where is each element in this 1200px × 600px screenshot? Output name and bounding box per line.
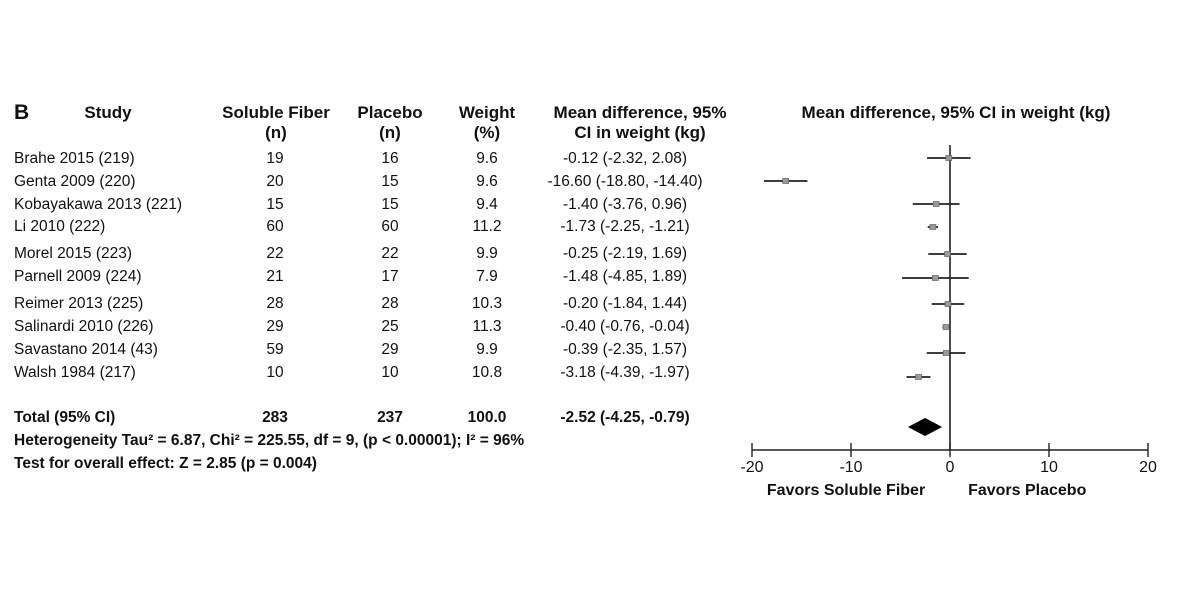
heterogeneity-note: Heterogeneity Tau² = 6.87, Chi² = 225.55… bbox=[14, 432, 525, 449]
axis-tick-label: 20 bbox=[1139, 459, 1157, 476]
total-placebo-n: 237 bbox=[377, 409, 403, 426]
axis-tick-label: -20 bbox=[740, 459, 763, 476]
fiber-n: 60 bbox=[266, 218, 284, 235]
study-name: Salinardi 2010 (226) bbox=[14, 318, 154, 335]
favors-placebo-label: Favors Placebo bbox=[968, 482, 1087, 499]
point-estimate bbox=[929, 224, 937, 230]
forest-plot: Mean difference, 95% CI in weight (kg) -… bbox=[740, 103, 1157, 499]
study-name: Walsh 1984 (217) bbox=[14, 364, 136, 381]
weight-pct: 9.9 bbox=[476, 341, 498, 358]
fiber-n: 29 bbox=[266, 318, 284, 335]
ci-text: -0.12 (-2.32, 2.08) bbox=[562, 150, 688, 167]
placebo-n: 25 bbox=[381, 318, 399, 335]
fiber-n: 10 bbox=[266, 364, 284, 381]
placebo-n: 10 bbox=[381, 364, 399, 381]
ci-text: -0.20 (-1.84, 1.44) bbox=[562, 295, 688, 312]
point-estimate bbox=[944, 301, 952, 307]
fiber-n: 59 bbox=[266, 341, 284, 358]
placebo-n: 16 bbox=[381, 150, 399, 167]
axis-tick-label: -10 bbox=[839, 459, 862, 476]
header-fiber: Soluble Fiber (n) bbox=[214, 103, 338, 143]
placebo-n: 17 bbox=[381, 268, 399, 285]
pooled-diamond bbox=[907, 418, 943, 436]
axis-tick-label: 0 bbox=[946, 459, 955, 476]
weight-pct: 10.3 bbox=[471, 295, 503, 312]
header-md-line1: Mean difference, 95% bbox=[553, 103, 727, 122]
study-name: Savastano 2014 (43) bbox=[14, 341, 158, 358]
point-estimate bbox=[932, 275, 939, 281]
header-md-line2: CI in weight (kg) bbox=[574, 123, 706, 142]
fiber-n: 15 bbox=[266, 196, 284, 213]
weight-pct: 9.6 bbox=[476, 173, 498, 190]
total-fiber-n: 283 bbox=[262, 409, 288, 426]
weight-pct: 9.6 bbox=[476, 150, 498, 167]
header-weight-line2: (%) bbox=[473, 123, 501, 142]
ci-text: -1.48 (-4.85, 1.89) bbox=[562, 268, 688, 285]
total-weight: 100.0 bbox=[467, 409, 507, 426]
study-name: Kobayakawa 2013 (221) bbox=[14, 196, 183, 213]
header-placebo-line1: Placebo bbox=[357, 103, 423, 122]
ci-text: -3.18 (-4.39, -1.97) bbox=[560, 364, 690, 381]
point-estimate bbox=[915, 374, 922, 380]
overall-effect-note: Test for overall effect: Z = 2.85 (p = 0… bbox=[14, 455, 317, 472]
axis-tick-label: 10 bbox=[1040, 459, 1058, 476]
fiber-n: 28 bbox=[266, 295, 284, 312]
study-name: Reimer 2013 (225) bbox=[14, 295, 144, 312]
total-label: Total (95% CI) bbox=[14, 409, 116, 426]
weight-pct: 11.3 bbox=[472, 318, 502, 335]
ci-text: -0.25 (-2.19, 1.69) bbox=[562, 245, 688, 262]
ci-text: -0.39 (-2.35, 1.57) bbox=[562, 341, 688, 358]
forest-title: Mean difference, 95% CI in weight (kg) bbox=[802, 103, 1111, 122]
study-name: Brahe 2015 (219) bbox=[14, 150, 135, 167]
header-weight: Weight (%) bbox=[447, 103, 527, 143]
fiber-n: 19 bbox=[266, 150, 284, 167]
study-name: Morel 2015 (223) bbox=[14, 245, 133, 262]
header-fiber-line2: (n) bbox=[265, 123, 287, 142]
study-name: Genta 2009 (220) bbox=[14, 173, 136, 190]
study-name: Li 2010 (222) bbox=[14, 218, 106, 235]
fiber-n: 20 bbox=[266, 173, 284, 190]
weight-pct: 9.9 bbox=[476, 245, 498, 262]
placebo-n: 60 bbox=[381, 218, 399, 235]
panel-label: B bbox=[14, 101, 30, 124]
fiber-n: 21 bbox=[266, 268, 284, 285]
header-mean-difference: Mean difference, 95% CI in weight (kg) bbox=[545, 103, 735, 143]
study-name: Parnell 2009 (224) bbox=[14, 268, 142, 285]
weight-pct: 9.4 bbox=[476, 196, 498, 213]
ci-text: -0.40 (-0.76, -0.04) bbox=[560, 318, 690, 335]
header-fiber-line1: Soluble Fiber bbox=[222, 103, 330, 122]
placebo-n: 15 bbox=[381, 173, 399, 190]
ci-text: -1.73 (-2.25, -1.21) bbox=[560, 218, 690, 235]
header-weight-line1: Weight bbox=[458, 103, 516, 122]
header-placebo: Placebo (n) bbox=[345, 103, 435, 143]
point-estimate bbox=[782, 178, 789, 184]
ci-text: -1.40 (-3.76, 0.96) bbox=[562, 196, 688, 213]
point-estimate bbox=[942, 350, 950, 356]
placebo-n: 28 bbox=[381, 295, 399, 312]
weight-pct: 11.2 bbox=[472, 218, 502, 235]
fiber-n: 22 bbox=[266, 245, 284, 262]
placebo-n: 15 bbox=[381, 196, 399, 213]
header-placebo-line2: (n) bbox=[379, 123, 401, 142]
favors-fiber-label: Favors Soluble Fiber bbox=[767, 482, 925, 499]
weight-pct: 10.8 bbox=[471, 364, 503, 381]
header-study: Study bbox=[84, 103, 132, 122]
weight-pct: 7.9 bbox=[476, 268, 498, 285]
point-estimate bbox=[945, 155, 953, 161]
point-estimate bbox=[942, 324, 950, 330]
placebo-n: 29 bbox=[381, 341, 399, 358]
point-estimate bbox=[932, 201, 940, 207]
placebo-n: 22 bbox=[381, 245, 399, 262]
total-ci-text: -2.52 (-4.25, -0.79) bbox=[560, 409, 690, 426]
ci-text: -16.60 (-18.80, -14.40) bbox=[547, 173, 703, 190]
point-estimate bbox=[944, 251, 951, 257]
